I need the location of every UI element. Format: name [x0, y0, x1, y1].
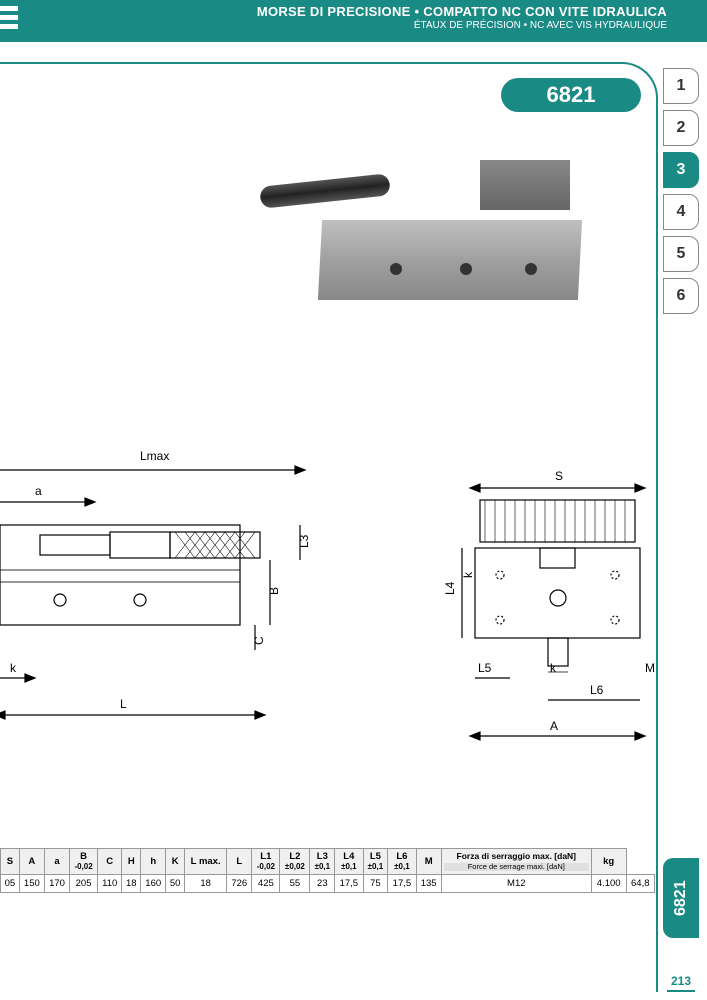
table-cell: 425 [252, 875, 280, 893]
col-header-force: Forza di serraggio max. [daN]Force de se… [441, 849, 591, 875]
col-header: B-0,02 [70, 849, 98, 875]
header-stripe-icon [0, 6, 18, 36]
col-header: K [166, 849, 185, 875]
side-tabs: 1 2 3 4 5 6 [663, 68, 699, 314]
dim-label: L3 [297, 534, 311, 548]
col-header: L6±0,1 [388, 849, 416, 875]
spec-table: S A a B-0,02 C H h K L max. L L1-0,02 L2… [0, 848, 655, 893]
table-cell: 18 [185, 875, 227, 893]
col-header: L5±0,1 [363, 849, 388, 875]
vise-handle-shape [259, 173, 391, 208]
col-header: L4±0,1 [335, 849, 363, 875]
table-cell: 160 [141, 875, 166, 893]
table-cell: 17,5 [335, 875, 363, 893]
table-cell: 75 [363, 875, 388, 893]
col-header: C [98, 849, 122, 875]
side-tab-3[interactable]: 3 [663, 152, 699, 188]
dim-label: B [267, 587, 281, 595]
dim-label: M [645, 661, 655, 675]
vise-base-shape [318, 220, 582, 300]
col-header: S [1, 849, 20, 875]
col-header: L1-0,02 [252, 849, 280, 875]
table-header-row: S A a B-0,02 C H h K L max. L L1-0,02 L2… [1, 849, 655, 875]
table-cell: 135 [416, 875, 441, 893]
dim-label: C [252, 636, 266, 645]
side-tab-5[interactable]: 5 [663, 236, 699, 272]
col-header: kg [591, 849, 626, 875]
vise-hole-icon [390, 263, 402, 275]
vise-hole-icon [525, 263, 537, 275]
page-number: 213 [667, 974, 695, 992]
side-tab-6[interactable]: 6 [663, 278, 699, 314]
col-header: L [227, 849, 252, 875]
table-cell: 55 [280, 875, 310, 893]
dim-label: S [555, 469, 563, 483]
col-header: L2±0,02 [280, 849, 310, 875]
vise-jaw-shape [480, 160, 570, 210]
product-photo [260, 140, 590, 320]
dim-label: Lmax [140, 449, 169, 463]
col-header: H [122, 849, 141, 875]
header-title-fr: ÉTAUX DE PRÉCISION • NC AVEC VIS HYDRAUL… [0, 20, 667, 31]
vise-hole-icon [460, 263, 472, 275]
table-cell: 4.100 [591, 875, 626, 893]
table-cell: 64,8 [626, 875, 654, 893]
side-tab-4[interactable]: 4 [663, 194, 699, 230]
dim-label: L4 [443, 581, 457, 595]
header-title-it: MORSE DI PRECISIONE • COMPATTO NC CON VI… [0, 4, 667, 19]
page-header: MORSE DI PRECISIONE • COMPATTO NC CON VI… [0, 0, 707, 42]
table-cell: 17,5 [388, 875, 416, 893]
table-cell: 170 [44, 875, 69, 893]
table-cell: 726 [227, 875, 252, 893]
table-cell: 110 [98, 875, 122, 893]
bottom-code-badge: 6821 [663, 858, 699, 938]
col-header: L3±0,1 [310, 849, 335, 875]
dim-label: A [550, 719, 558, 733]
table-cell: 50 [166, 875, 185, 893]
table-row: 05 150 170 205 110 18 160 50 18 726 425 … [1, 875, 655, 893]
table-cell: 23 [310, 875, 335, 893]
table-cell: M12 [441, 875, 591, 893]
col-header: h [141, 849, 166, 875]
dim-label: k [10, 661, 17, 675]
col-header: A [19, 849, 44, 875]
table-cell: 150 [19, 875, 44, 893]
table-cell: 05 [1, 875, 20, 893]
side-tab-1[interactable]: 1 [663, 68, 699, 104]
col-header: L max. [185, 849, 227, 875]
dim-label: k [461, 571, 475, 578]
col-header: a [44, 849, 69, 875]
dim-label: L5 [478, 661, 492, 675]
dim-label: k [550, 661, 557, 675]
dim-label: L6 [590, 683, 604, 697]
product-code-badge: 6821 [501, 78, 641, 112]
dim-label: a [35, 484, 42, 498]
side-tab-2[interactable]: 2 [663, 110, 699, 146]
dim-label: L [120, 697, 127, 711]
technical-drawing: Lmax a B C L3 k L S [0, 440, 655, 820]
table-cell: 205 [70, 875, 98, 893]
table-cell: 18 [122, 875, 141, 893]
col-header: M [416, 849, 441, 875]
